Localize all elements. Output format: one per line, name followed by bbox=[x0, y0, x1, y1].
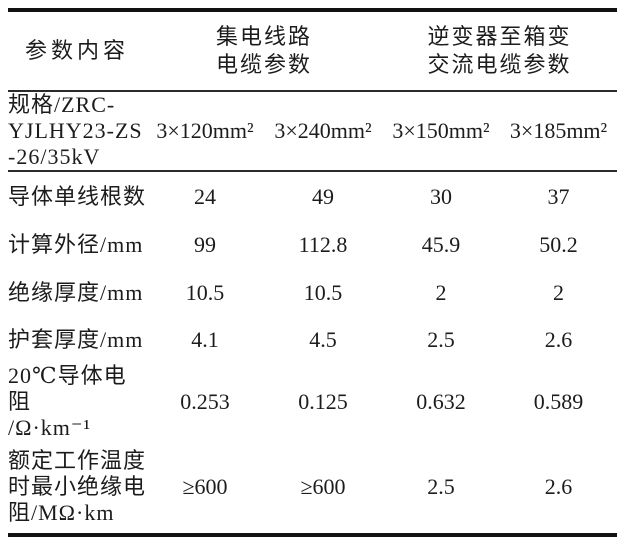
cell-value: ≥600 bbox=[300, 474, 346, 499]
table-row-spec: 规格/ZRC- YJLHY23-ZS -26/35kV 3×120mm² 3×2… bbox=[8, 91, 618, 172]
cell-value: 2.6 bbox=[544, 327, 573, 352]
cell-value: 0.632 bbox=[416, 389, 466, 414]
table-row-conductor-wire-count: 导体单线根数 24 49 30 37 bbox=[8, 171, 617, 221]
cell-value: ≥600 bbox=[182, 474, 228, 499]
cell-value: 2.5 bbox=[427, 474, 455, 499]
cell-value: 10.5 bbox=[303, 280, 343, 305]
cell-value: 10.5 bbox=[185, 280, 225, 305]
cell-value: 30 bbox=[430, 183, 453, 209]
cell-value: 2 bbox=[553, 280, 565, 305]
table-body: 规格/ZRC- YJLHY23-ZS -26/35kV 3×120mm² 3×2… bbox=[8, 91, 618, 535]
cell-value: 0.589 bbox=[533, 389, 584, 414]
cell-value: 3×240mm² bbox=[264, 91, 383, 172]
row-label: 护套厚度/mm bbox=[8, 327, 144, 352]
row-label: 20℃导体电阻 /Ω·km⁻¹ bbox=[8, 363, 127, 440]
cell-value: 0.125 bbox=[298, 389, 348, 414]
cell-value: 3×185mm² bbox=[500, 91, 618, 172]
cell-value: 3×150mm² bbox=[382, 91, 501, 172]
cell-value: 45.9 bbox=[421, 232, 461, 257]
table-row-calculated-outer-diameter: 计算外径/mm 99 112.8 45.9 50.2 bbox=[8, 221, 617, 269]
table-header-row: 参数内容 集电线路 电缆参数 逆变器至箱变 交流电缆参数 bbox=[8, 10, 618, 92]
cell-value: 50.2 bbox=[539, 232, 578, 257]
row-label: 额定工作温度 时最小绝缘电 阻/MΩ·km bbox=[8, 448, 147, 525]
cell-value: 99 bbox=[194, 232, 216, 257]
table-row-conductor-resistance-20c: 20℃导体电阻 /Ω·km⁻¹ 0.253 0.125 0.632 0.589 bbox=[8, 363, 617, 441]
header-group-collector-line-cable: 集电线路 电缆参数 bbox=[146, 10, 383, 92]
cell-value: 112.8 bbox=[298, 232, 348, 257]
row-label: 绝缘厚度/mm bbox=[8, 280, 144, 305]
row-label: 计算外径/mm bbox=[8, 232, 144, 257]
cell-value: 2.6 bbox=[544, 474, 573, 499]
cable-parameters-table: 参数内容 集电线路 电缆参数 逆变器至箱变 交流电缆参数 规格/ZRC- YJL… bbox=[8, 8, 618, 537]
cell-value: 24 bbox=[194, 183, 216, 209]
cell-value: 49 bbox=[312, 183, 334, 209]
cell-value: 2 bbox=[435, 280, 447, 305]
row-label: 规格/ZRC- YJLHY23-ZS -26/35kV bbox=[8, 91, 146, 172]
cell-value: 37 bbox=[547, 183, 570, 209]
cell-value: 4.5 bbox=[309, 327, 337, 352]
table-row-insulation-thickness: 绝缘厚度/mm 10.5 10.5 2 2 bbox=[8, 269, 617, 317]
cell-value: 3×120mm² bbox=[146, 91, 264, 172]
cell-value: 4.1 bbox=[191, 327, 219, 352]
table-row-min-insulation-resistance: 额定工作温度 时最小绝缘电 阻/MΩ·km ≥600 ≥600 2.5 2.6 bbox=[8, 441, 617, 535]
cell-value: 2.5 bbox=[427, 327, 455, 352]
table-row-sheath-thickness: 护套厚度/mm 4.1 4.5 2.5 2.6 bbox=[8, 317, 617, 363]
table-head: 参数内容 集电线路 电缆参数 逆变器至箱变 交流电缆参数 bbox=[8, 10, 618, 92]
cell-value: 0.253 bbox=[180, 389, 230, 414]
header-param-content: 参数内容 bbox=[8, 10, 146, 92]
header-group-inverter-to-box-transformer-cable: 逆变器至箱变 交流电缆参数 bbox=[382, 10, 618, 92]
row-label: 导体单线根数 bbox=[8, 183, 147, 209]
